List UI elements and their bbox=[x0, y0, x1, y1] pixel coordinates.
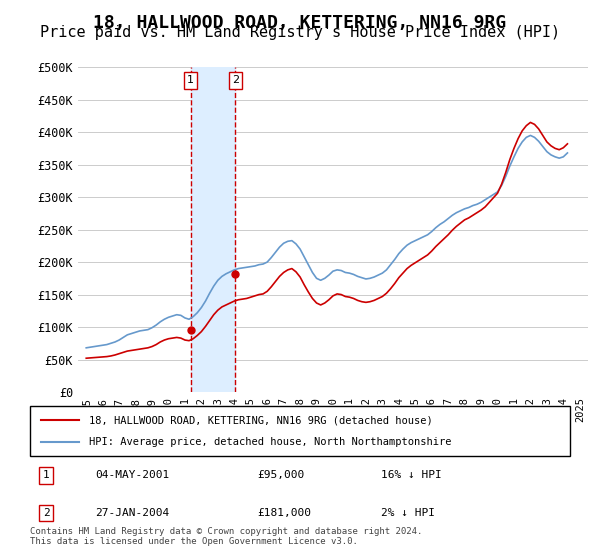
Text: Contains HM Land Registry data © Crown copyright and database right 2024.
This d: Contains HM Land Registry data © Crown c… bbox=[30, 526, 422, 546]
Text: 16% ↓ HPI: 16% ↓ HPI bbox=[381, 470, 442, 480]
Text: 18, HALLWOOD ROAD, KETTERING, NN16 9RG: 18, HALLWOOD ROAD, KETTERING, NN16 9RG bbox=[94, 14, 506, 32]
Text: 2: 2 bbox=[43, 508, 50, 518]
Text: £181,000: £181,000 bbox=[257, 508, 311, 518]
Text: Price paid vs. HM Land Registry's House Price Index (HPI): Price paid vs. HM Land Registry's House … bbox=[40, 25, 560, 40]
Text: £95,000: £95,000 bbox=[257, 470, 304, 480]
Text: 1: 1 bbox=[187, 75, 194, 85]
Text: HPI: Average price, detached house, North Northamptonshire: HPI: Average price, detached house, Nort… bbox=[89, 437, 452, 447]
Text: 27-JAN-2004: 27-JAN-2004 bbox=[95, 508, 169, 518]
Text: 04-MAY-2001: 04-MAY-2001 bbox=[95, 470, 169, 480]
FancyBboxPatch shape bbox=[30, 406, 570, 456]
Bar bbox=[191, 67, 235, 392]
Text: 1: 1 bbox=[43, 470, 50, 480]
Text: 18, HALLWOOD ROAD, KETTERING, NN16 9RG (detached house): 18, HALLWOOD ROAD, KETTERING, NN16 9RG (… bbox=[89, 415, 433, 425]
Text: 2: 2 bbox=[232, 75, 239, 85]
Text: 2% ↓ HPI: 2% ↓ HPI bbox=[381, 508, 435, 518]
